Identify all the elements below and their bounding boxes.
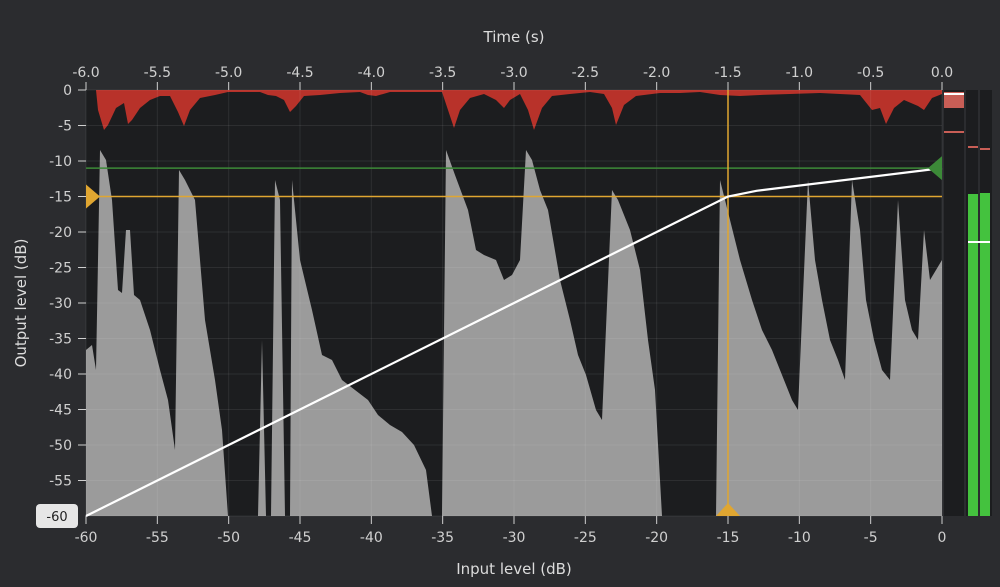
time-tick-label: -3.0 [500, 65, 527, 81]
input-tick-label: -20 [645, 530, 668, 546]
input-tick-label: -55 [146, 530, 169, 546]
input-axis: -60 -55 -50 -45 -40 -35 -30 -25 -20 -15 -10 -5 0 [75, 516, 947, 546]
output-tick-label: -30 [49, 296, 72, 312]
output-tick-label: -45 [49, 403, 72, 419]
time-tick-label: -0.5 [857, 65, 884, 81]
output-axis: 0 -5 -10 -15 -20 -25 -30 -35 -40 -45 -50 -55 [49, 83, 86, 490]
time-axis: -6.0 -5.5 -5.0 -4.5 -4.0 -3.5 -3.0 -2.5 -2.0 -1.5… [72, 65, 953, 90]
output-tick-label: -40 [49, 367, 72, 383]
input-tick-label: -10 [788, 530, 811, 546]
output-tick-label: -50 [49, 438, 72, 454]
input-tick-label: -50 [217, 530, 240, 546]
input-tick-label: -30 [503, 530, 526, 546]
input-tick-label: -25 [574, 530, 597, 546]
left-axis-title: Output level (dB) [12, 239, 30, 368]
meter-bar-right [980, 193, 990, 516]
time-tick-label: -4.0 [358, 65, 385, 81]
time-tick-label: 0.0 [931, 65, 953, 81]
top-axis-title: Time (s) [483, 28, 545, 46]
input-tick-label: -60 [75, 530, 98, 546]
meter-rms-marker [968, 241, 990, 243]
time-tick-label: -3.5 [429, 65, 456, 81]
meter-hold-marker [944, 131, 964, 133]
meter-peak-marker [944, 93, 964, 95]
meter-right-hold [980, 148, 990, 150]
output-tick-label: -35 [49, 332, 72, 348]
input-tick-label: -45 [289, 530, 312, 546]
output-tick-label: -55 [49, 474, 72, 490]
input-tick-label: -35 [431, 530, 454, 546]
time-tick-label: -5.0 [215, 65, 242, 81]
output-tick-label: -5 [58, 119, 72, 135]
meter-peak-red [944, 92, 964, 108]
time-tick-label: -1.5 [714, 65, 741, 81]
input-tick-label: -5 [864, 530, 878, 546]
time-tick-label: -5.5 [144, 65, 171, 81]
time-tick-label: -2.0 [643, 65, 670, 81]
time-tick-label: -1.0 [786, 65, 813, 81]
output-tick-label: -20 [49, 225, 72, 241]
input-tick-label: 0 [938, 530, 947, 546]
ceiling-handle[interactable] [928, 156, 942, 181]
output-tick-label: -25 [49, 261, 72, 277]
time-tick-label: -4.5 [286, 65, 313, 81]
transfer-curve [85, 167, 943, 517]
time-tick-label: -6.0 [72, 65, 99, 81]
input-tick-label: -40 [360, 530, 383, 546]
knee-handle[interactable] [716, 503, 740, 516]
output-tick-label: 0 [63, 83, 72, 99]
floor-badge: -60 [36, 504, 78, 528]
input-tick-label: -15 [717, 530, 740, 546]
threshold-handle[interactable] [86, 184, 100, 209]
gain-reduction-area [96, 90, 942, 130]
output-tick-label: -10 [49, 154, 72, 170]
floor-badge-label: -60 [46, 510, 67, 525]
meter-left-hold [968, 146, 978, 148]
meter-bar-left [968, 194, 978, 516]
output-tick-label: -15 [49, 190, 72, 206]
bottom-axis-title: Input level (dB) [456, 560, 572, 578]
level-meter [944, 90, 992, 516]
time-tick-label: -2.5 [572, 65, 599, 81]
